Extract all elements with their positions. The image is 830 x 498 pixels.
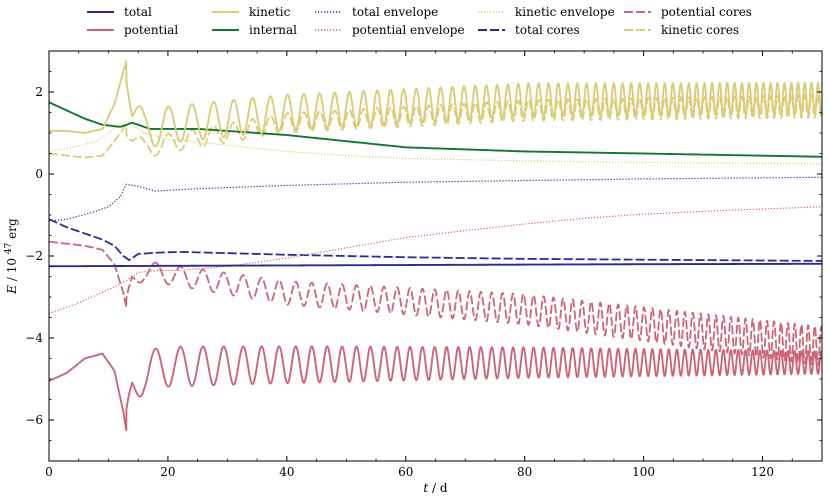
y-axis-label: E / 10 47 erg xyxy=(0,218,19,295)
legend-item-total-envelope: total envelope xyxy=(315,5,438,19)
legend-label: potential xyxy=(124,23,178,37)
legend-item-kinetic-envelope: kinetic envelope xyxy=(478,5,615,19)
y-tick-label: 2 xyxy=(35,85,43,99)
axis-ticks: 0 20 40 60 80 100 120 −6 −4 −2 0 2 xyxy=(25,51,822,479)
x-tick-label: 100 xyxy=(632,465,655,479)
legend-label: total xyxy=(124,5,152,19)
series-line-potential-cores xyxy=(49,240,822,367)
legend-item-potential-envelope: potential envelope xyxy=(315,23,465,37)
series-line-kinetic xyxy=(49,60,822,148)
legend-label: internal xyxy=(249,23,297,37)
y-tick-label: −4 xyxy=(25,331,43,345)
legend: total potential kinetic internal total envel… xyxy=(87,5,752,37)
legend-item-total-cores: total cores xyxy=(478,23,580,37)
series-line-internal xyxy=(49,101,822,158)
x-tick-label: 80 xyxy=(517,465,532,479)
y-tick-label: −6 xyxy=(25,413,43,427)
legend-label: kinetic envelope xyxy=(515,5,615,19)
legend-item-potential: potential xyxy=(87,23,178,37)
legend-item-potential-cores: potential cores xyxy=(624,5,752,19)
series-line-total-envelope xyxy=(49,176,822,222)
series-line-kinetic-cores xyxy=(49,94,822,159)
series-line-total xyxy=(49,262,822,268)
legend-label: kinetic xyxy=(249,5,291,19)
series-layer xyxy=(49,60,822,432)
x-tick-label: 20 xyxy=(160,465,175,479)
x-tick-label: 120 xyxy=(751,465,774,479)
legend-item-kinetic: kinetic xyxy=(212,5,291,19)
legend-label: total envelope xyxy=(352,5,438,19)
y-tick-label: 0 xyxy=(35,167,43,181)
legend-label: total cores xyxy=(515,23,580,37)
x-tick-label: 0 xyxy=(45,465,53,479)
x-tick-label: 60 xyxy=(398,465,413,479)
y-tick-label: −2 xyxy=(25,249,43,263)
series-line-potential xyxy=(49,345,822,432)
legend-item-total: total xyxy=(87,5,152,19)
legend-label: potential cores xyxy=(661,5,752,19)
series-line-potential-envelope xyxy=(49,206,822,314)
legend-item-internal: internal xyxy=(212,23,297,37)
legend-label: potential envelope xyxy=(352,23,465,37)
x-axis-label: t / d xyxy=(423,481,448,495)
series-line-total-cores xyxy=(49,218,822,262)
legend-label: kinetic cores xyxy=(661,23,739,37)
series-line-kinetic-envelope xyxy=(49,120,822,165)
x-tick-label: 40 xyxy=(279,465,294,479)
legend-item-kinetic-cores: kinetic cores xyxy=(624,23,739,37)
